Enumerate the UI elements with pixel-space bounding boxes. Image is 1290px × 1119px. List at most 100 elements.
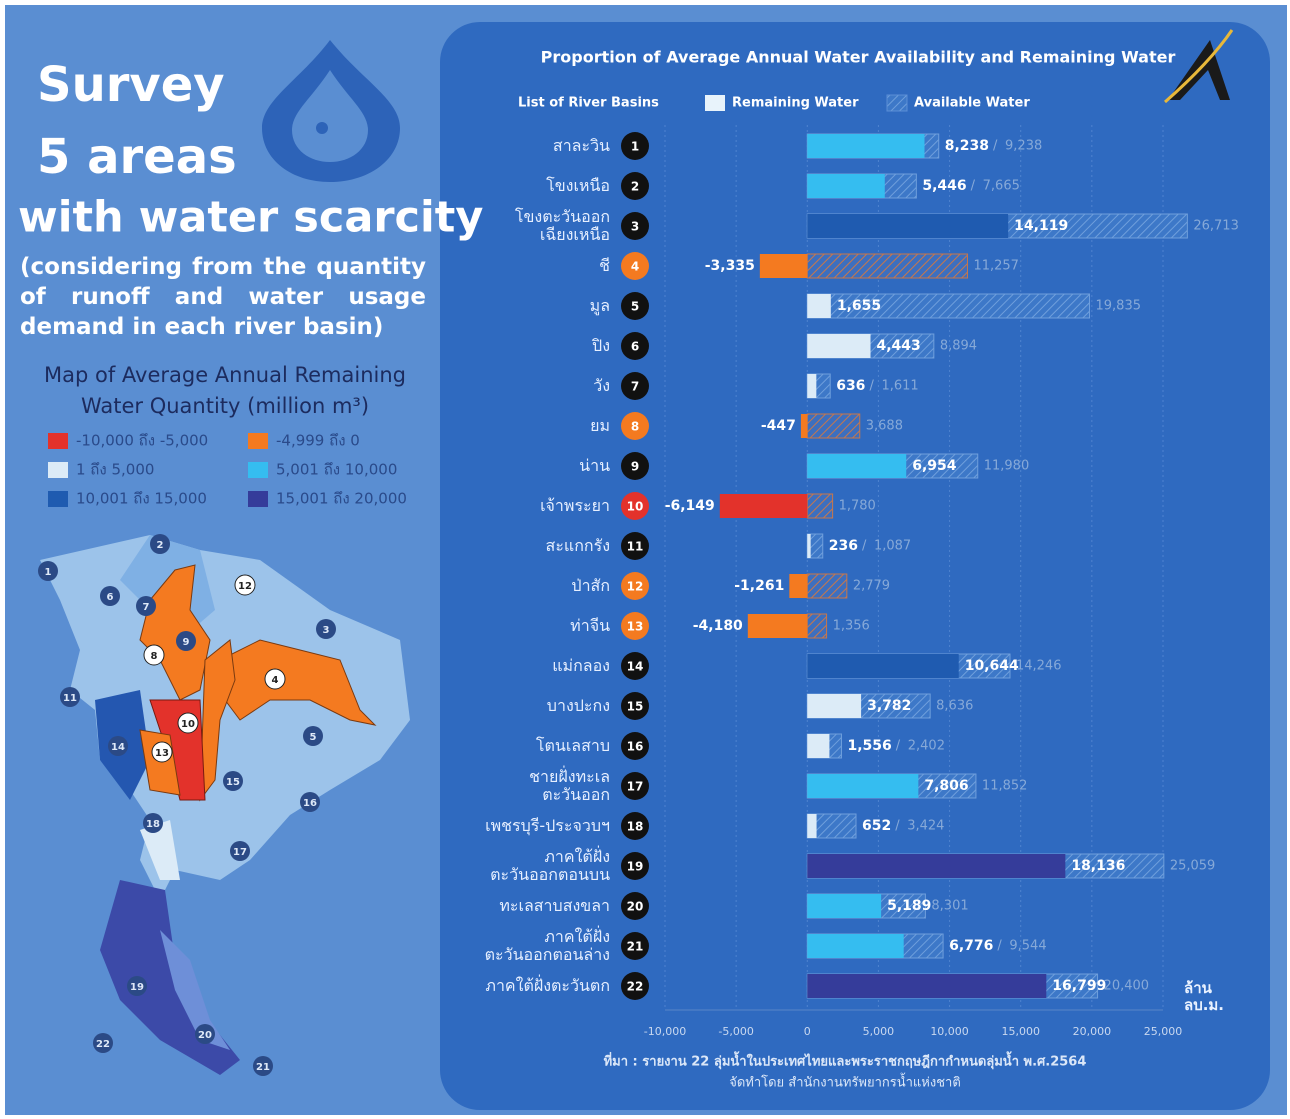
- category-label: สาละวิน: [552, 136, 610, 155]
- available-label: 1,780: [839, 499, 876, 514]
- basin-badge: [621, 812, 649, 840]
- category-label: น่าน: [579, 456, 610, 475]
- basin-badge: [621, 612, 649, 640]
- remaining-bar: [719, 494, 808, 518]
- headline: 5 areas: [37, 129, 237, 185]
- available-label: 11,980: [984, 459, 1030, 474]
- basin-badge: [621, 452, 649, 480]
- available-label: 9,544: [1009, 939, 1046, 954]
- basin-number: 5: [631, 300, 639, 314]
- remaining-bar: [807, 334, 871, 358]
- legend-label: 1 ถึง 5,000: [76, 461, 154, 479]
- available-label: 2,779: [853, 579, 890, 594]
- available-label: 7,665: [983, 179, 1020, 194]
- basin-badge: [621, 332, 649, 360]
- map-badge-label: 21: [256, 1062, 270, 1073]
- category-label: แม่กลอง: [552, 656, 610, 675]
- remaining-bar: [807, 854, 1066, 878]
- available-label: 1,611: [881, 379, 918, 394]
- map-badge: [143, 644, 165, 666]
- description: (considering from the quantity of runoff…: [20, 254, 426, 340]
- basin-number: 13: [627, 620, 644, 634]
- category-label: ทะเลสาบสงขลา: [499, 896, 610, 915]
- remaining-bar: [807, 774, 919, 798]
- remaining-label: 14,119: [1014, 218, 1068, 234]
- basin-badge: [621, 732, 649, 760]
- map-badge: [264, 668, 286, 690]
- drop-logo: [262, 40, 400, 182]
- category-label: โตนเลสาบ: [535, 736, 610, 755]
- legend-label: Remaining Water: [732, 96, 859, 111]
- remaining-bar: [807, 134, 925, 158]
- x-tick-label: 25,000: [1144, 1025, 1183, 1038]
- map-badge-label: 16: [303, 798, 317, 809]
- separator: /: [895, 819, 900, 834]
- map-badge: [100, 586, 120, 606]
- category-label: ชายฝั่งทะเล ตะวันออก: [529, 767, 610, 804]
- map-badge: [136, 596, 156, 616]
- basin-badge: [621, 132, 649, 160]
- category-label: ป่าสัก: [571, 576, 610, 595]
- available-label: 3,424: [907, 819, 944, 834]
- legend-swatch: [48, 433, 68, 449]
- remaining-label: -3,335: [705, 258, 755, 274]
- remaining-bar: [807, 734, 830, 758]
- x-tick-label: 10,000: [930, 1025, 969, 1038]
- available-bar: [806, 293, 1091, 319]
- basin-badge: [621, 172, 649, 200]
- remaining-label: 10,644: [965, 658, 1019, 674]
- available-bar: [806, 253, 968, 279]
- remaining-bar: [807, 374, 817, 398]
- legend-label: -10,000 ถึง -5,000: [76, 432, 208, 450]
- legend-swatch: [248, 462, 268, 478]
- category-label: สะแกกรัง: [545, 536, 610, 555]
- available-label: 8,301: [931, 899, 968, 914]
- legend-swatch: [886, 94, 908, 112]
- available-label: 1,356: [833, 619, 870, 634]
- remaining-label: 18,136: [1071, 858, 1125, 874]
- legend-swatch: [48, 462, 68, 478]
- available-bar: [806, 413, 861, 439]
- map-badge: [195, 1024, 215, 1044]
- map-badge-label: 7: [143, 602, 150, 613]
- remaining-label: 7,806: [924, 778, 968, 794]
- map-badge-label: 17: [233, 847, 247, 858]
- map-badge-label: 13: [155, 748, 169, 759]
- source-note: จัดทำโดย สำนักงานทรัพยากรน้ำแห่งชาติ: [729, 1073, 961, 1091]
- legend-label: Available Water: [914, 96, 1030, 111]
- map-badge-label: 12: [238, 581, 252, 592]
- basin-badge: [621, 212, 649, 240]
- available-bar: [806, 493, 834, 519]
- basin-number: 2: [631, 180, 639, 194]
- legend-label: -4,999 ถึง 0: [276, 432, 360, 450]
- basin-badge: [621, 372, 649, 400]
- remaining-label: 636: [836, 378, 865, 394]
- category-label: ภาคใต้ฝั่ง ตะวันออกตอนล่าง: [484, 927, 610, 964]
- remaining-bar: [807, 294, 831, 318]
- basin-number: 7: [631, 380, 639, 394]
- map-badge: [177, 712, 199, 734]
- basin-number: 20: [627, 900, 644, 914]
- basin-badge: [621, 852, 649, 880]
- basin-number: 14: [627, 660, 644, 674]
- map-badge: [143, 813, 163, 833]
- map-badge-label: 22: [96, 1039, 110, 1050]
- remaining-label: 5,446: [922, 178, 966, 194]
- available-label: 3,688: [866, 419, 903, 434]
- remaining-bar: [807, 534, 811, 558]
- remaining-label: 652: [862, 818, 891, 834]
- remaining-bar: [807, 894, 882, 918]
- map-badge: [253, 1056, 273, 1076]
- category-label: ปิง: [592, 336, 610, 355]
- basin-badge: [621, 532, 649, 560]
- remaining-bar: [807, 654, 959, 678]
- basin-badge: [621, 972, 649, 1000]
- basin-number: 15: [627, 700, 644, 714]
- map-badge: [223, 771, 243, 791]
- map-badge: [303, 726, 323, 746]
- category-label: มูล: [589, 296, 610, 315]
- map-badge-label: 11: [63, 693, 77, 704]
- category-label: ยม: [590, 416, 610, 435]
